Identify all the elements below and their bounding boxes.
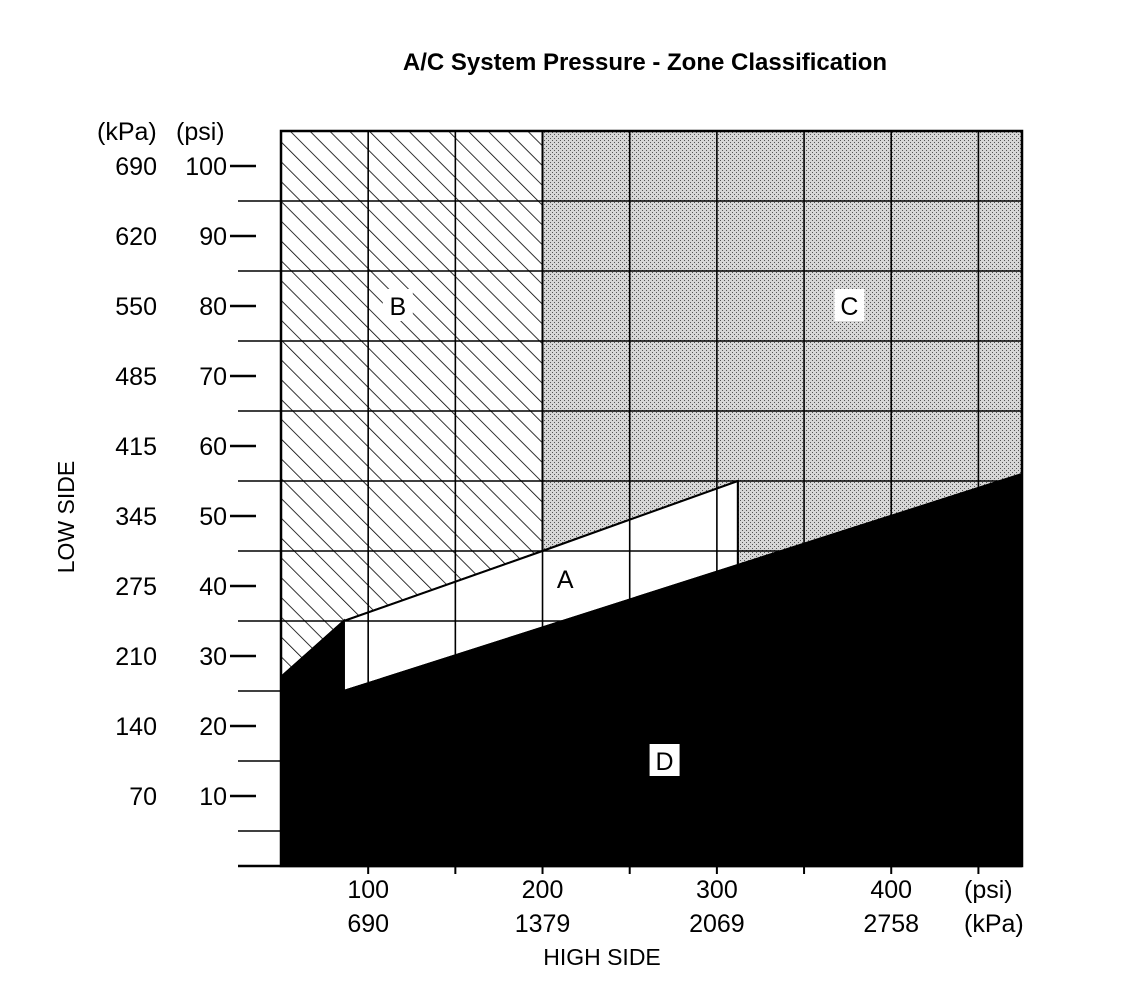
zone-b-label: B <box>389 293 406 321</box>
y-tick-label-kpa: 275 <box>115 573 157 601</box>
labels-layer: 100 690 90 620 80 550 70 485 60 415 50 345 40 275 30 21… <box>115 153 919 938</box>
y-tick-label-kpa: 415 <box>115 433 157 461</box>
x-tick-label-psi: 100 <box>347 876 389 904</box>
x-unit-kpa-label: (kPa) <box>964 910 1024 938</box>
x-tick-label-psi: 300 <box>696 876 738 904</box>
y-tick-label-kpa: 140 <box>115 713 157 741</box>
y-unit-kpa-label: (kPa) <box>97 118 157 146</box>
y-tick-label-psi: 30 <box>199 643 227 671</box>
zone-d-label-bg <box>649 744 680 776</box>
y-tick-label-psi: 10 <box>199 783 227 811</box>
zone-c-label: C <box>840 293 858 321</box>
y-tick-label-psi: 50 <box>199 503 227 531</box>
y-tick-label-kpa: 345 <box>115 503 157 531</box>
zone-b-label-bg <box>382 289 413 321</box>
zone-c-label-bg <box>834 289 865 321</box>
y-axis-title: LOW SIDE <box>53 461 79 573</box>
y-tick-label-psi: 20 <box>199 713 227 741</box>
x-tick-label-kpa: 1379 <box>515 910 571 938</box>
y-tick-label-psi: 80 <box>199 293 227 321</box>
y-tick-label-kpa: 550 <box>115 293 157 321</box>
y-tick-label-kpa: 70 <box>129 783 157 811</box>
y-tick-label-psi: 70 <box>199 363 227 391</box>
y-unit-psi-label: (psi) <box>176 118 225 146</box>
y-tick-label-kpa: 210 <box>115 643 157 671</box>
x-tick-label-kpa: 690 <box>347 910 389 938</box>
x-unit-psi-label: (psi) <box>964 876 1013 904</box>
x-tick-label-psi: 200 <box>522 876 564 904</box>
y-tick-label-psi: 100 <box>185 153 227 181</box>
y-tick-label-psi: 90 <box>199 223 227 251</box>
x-tick-label-psi: 400 <box>870 876 912 904</box>
y-tick-label-psi: 60 <box>199 433 227 461</box>
axes-layer <box>230 129 1024 874</box>
x-tick-label-kpa: 2069 <box>689 910 745 938</box>
chart-title: A/C System Pressure - Zone Classificatio… <box>403 49 887 76</box>
y-tick-label-kpa: 620 <box>115 223 157 251</box>
y-tick-label-psi: 40 <box>199 573 227 601</box>
grid-layer <box>238 131 1023 867</box>
zone-d-label: D <box>656 748 674 776</box>
x-axis-title: HIGH SIDE <box>543 944 661 970</box>
y-tick-label-kpa: 485 <box>115 363 157 391</box>
zone-a-label: A <box>557 566 574 594</box>
y-tick-label-kpa: 690 <box>115 153 157 181</box>
x-tick-label-kpa: 2758 <box>863 910 919 938</box>
